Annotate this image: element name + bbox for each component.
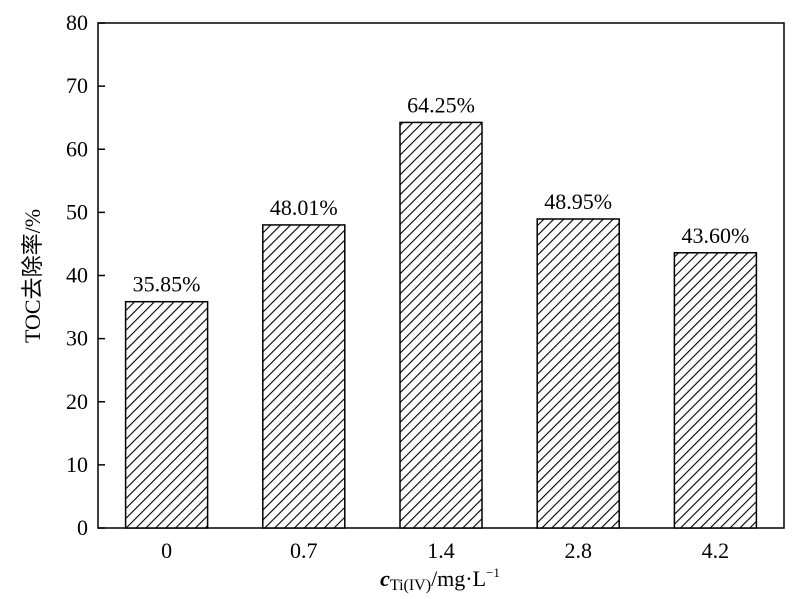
- y-tick-label: 40: [66, 263, 88, 288]
- bar: [124, 300, 209, 529]
- y-tick-label: 70: [66, 73, 88, 98]
- bar-value-label: 64.25%: [407, 92, 475, 117]
- y-tick-label: 10: [66, 452, 88, 477]
- x-tick-label: 1.4: [427, 538, 455, 563]
- y-tick-label: 20: [66, 389, 88, 414]
- data-labels: 35.85% 48.01% 64.25% 48.95% 43.60%: [133, 92, 750, 296]
- x-tick-label: 4.2: [702, 538, 730, 563]
- x-tick-label: 0.7: [290, 538, 318, 563]
- bar-value-label: 48.01%: [270, 195, 338, 220]
- y-tick-label: 60: [66, 136, 88, 161]
- x-axis-title: cTi(IV)/mg·L−1: [380, 565, 500, 594]
- y-tick-label: 50: [66, 199, 88, 224]
- x-axis-title-superscript: −1: [486, 565, 500, 580]
- y-tick-label: 80: [66, 10, 88, 35]
- bar: [399, 121, 483, 529]
- bar: [673, 252, 758, 529]
- x-axis-title-variable: c: [380, 566, 390, 591]
- bar-value-label: 48.95%: [544, 189, 612, 214]
- bar: [536, 218, 620, 529]
- x-tick-label: 2.8: [564, 538, 592, 563]
- x-axis-title-subscript: Ti(IV): [390, 577, 431, 594]
- y-tick-label: 0: [77, 515, 88, 540]
- bar-value-label: 35.85%: [133, 272, 201, 297]
- bar: [262, 224, 346, 529]
- bar-series: [124, 121, 758, 529]
- bar-value-label: 43.60%: [681, 223, 749, 248]
- y-tick-label: 30: [66, 326, 88, 351]
- y-axis: 0 10 20 30 40 50 60 70 80: [66, 10, 105, 540]
- x-axis-title-unit: /mg·L: [431, 566, 486, 591]
- y-axis-title: TOC去除率/%: [20, 209, 45, 343]
- x-tick-label: 0: [161, 538, 172, 563]
